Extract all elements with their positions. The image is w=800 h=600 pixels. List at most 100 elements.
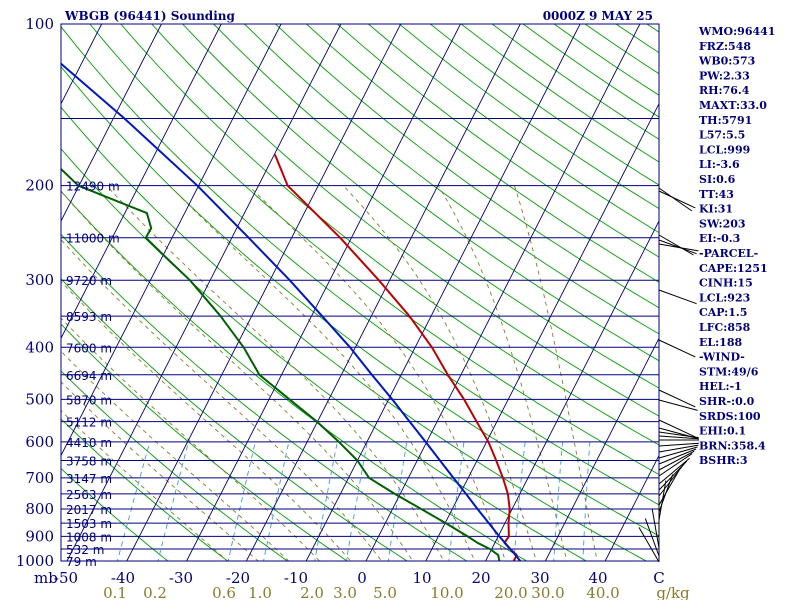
isotherm-line <box>61 24 282 457</box>
isotherm-line <box>425 102 659 561</box>
temperature-tick-label: 20 <box>471 569 490 587</box>
sounding-series <box>61 62 522 561</box>
height-label: 9720 m <box>66 274 112 288</box>
pressure-tick-label: 1000 <box>16 552 54 570</box>
parcel-path-line <box>61 62 522 561</box>
isotherm-line <box>66 24 342 561</box>
sounding-index-item: STM:49/6 <box>699 365 759 378</box>
mixing-ratio-label: 1.0 <box>248 584 272 600</box>
isotherm-line <box>544 337 659 561</box>
moist-adiabat-line <box>61 410 229 561</box>
wind-barb <box>658 457 690 485</box>
isotherm-line <box>485 220 659 561</box>
wind-barb <box>658 442 699 447</box>
sounding-index-item: CINH:15 <box>699 277 753 290</box>
sounding-index-item: -PARCEL- <box>699 247 758 260</box>
mixing-ratio-line <box>116 441 151 561</box>
wind-barb <box>658 187 693 212</box>
mixing-ratio-line <box>387 441 408 561</box>
mixing-ratio-label: 10.0 <box>430 584 463 600</box>
dry-adiabat-line <box>61 278 408 561</box>
height-label: 2017 m <box>66 503 112 517</box>
mixing-ratio-label: 5.0 <box>373 584 397 600</box>
moist-adiabat-line <box>61 239 383 561</box>
mixing-ratio-label: 2.0 <box>300 584 324 600</box>
mixing-ratio-label: 40.0 <box>586 584 619 600</box>
wind-barb <box>658 453 693 477</box>
sounding-index-item: HEL:-1 <box>699 380 742 393</box>
mixing-ratio-line <box>227 441 256 561</box>
mixing-ratio-line <box>263 441 290 561</box>
sounding-index-item: LI:-3.6 <box>699 158 740 171</box>
wind-barb <box>658 444 699 453</box>
height-label: 3758 m <box>66 455 112 469</box>
height-label: 1008 m <box>66 530 112 544</box>
sounding-index-item: SRDS:100 <box>699 410 761 423</box>
mixing-ratio-line <box>157 441 189 561</box>
isotherm-line <box>305 24 581 561</box>
moist-adiabat-line <box>106 185 445 561</box>
isotherm-line <box>604 454 659 561</box>
mixing-ratio-label: 0.2 <box>143 584 167 600</box>
pressure-tick-label: 500 <box>25 390 54 408</box>
height-label: 5112 m <box>66 416 112 430</box>
mixing-ratio-label: 0.1 <box>103 584 127 600</box>
pressure-tick-label: 100 <box>25 15 54 33</box>
sounding-index-item: LFC:858 <box>699 321 751 334</box>
wind-barb <box>658 243 699 252</box>
wind-barb <box>658 389 696 408</box>
mixing-ratio-line <box>448 441 465 561</box>
mixing-ratio-label: 3.0 <box>333 584 357 600</box>
sounding-index-item: KI:31 <box>699 203 733 216</box>
sounding-index-item: RH:76.4 <box>699 84 750 97</box>
dry-adiabat-line <box>61 467 169 561</box>
wind-barb <box>658 431 699 439</box>
sounding-index-item: CAP:1.5 <box>699 306 747 319</box>
mixing-ratio-label: 20.0 <box>494 584 527 600</box>
pressure-tick-label: 900 <box>25 527 54 545</box>
sounding-index-item: EL:188 <box>699 336 742 349</box>
sounding-index-item: WMO:96441 <box>698 25 775 38</box>
height-label: 6694 m <box>66 369 112 383</box>
temperature-tick-label: 10 <box>412 569 431 587</box>
sounding-index-item: EHI:0.1 <box>699 425 746 438</box>
dry-adiabat-line <box>61 418 229 561</box>
moist-adiabat-line <box>61 317 321 561</box>
pressure-tick-label: 200 <box>25 177 54 195</box>
moist-adiabat-line <box>61 350 290 561</box>
wind-barb <box>644 518 660 557</box>
pressure-tick-label: 800 <box>25 500 54 518</box>
sounding-index-item: CAPE:1251 <box>699 262 768 275</box>
mixing-ratio-line <box>345 441 368 561</box>
height-label: 4410 m <box>66 436 112 450</box>
sounding-index-item: -WIND- <box>699 351 745 364</box>
wind-barb <box>658 289 697 305</box>
temperature-tick-label: -10 <box>284 569 308 587</box>
isotherm-line <box>186 24 461 561</box>
mixing-ratio-label: 0.6 <box>212 584 236 600</box>
isotherm-line <box>365 24 641 561</box>
pressure-tick-label: 400 <box>25 338 54 356</box>
sounding-index-item: TT:43 <box>699 188 734 201</box>
temperature-tick-label: 40 <box>588 569 607 587</box>
sounding-index-item: SW:203 <box>699 217 746 230</box>
sounding-index-item: SI:0.6 <box>699 173 736 186</box>
moist-adiabat-line <box>169 185 476 561</box>
mixing-ratio-line <box>513 441 526 561</box>
temperature-tick-label: 30 <box>530 569 549 587</box>
height-label: 79 m <box>66 555 97 569</box>
isotherm-line <box>61 24 162 222</box>
mixing-ratio-line <box>582 441 591 561</box>
temperature-tick-label: 0 <box>357 569 367 587</box>
sounding-index-item: PW:2.33 <box>699 69 750 82</box>
moist-adiabat-line <box>342 185 537 561</box>
moist-adiabat-line <box>61 190 414 561</box>
wind-barb <box>658 399 698 411</box>
temperature-tick-label: -20 <box>226 569 250 587</box>
sounding-index-item: BSHR:3 <box>699 454 748 467</box>
temperature-tick-label: -30 <box>169 569 193 587</box>
moist-adiabat-line <box>248 185 507 561</box>
